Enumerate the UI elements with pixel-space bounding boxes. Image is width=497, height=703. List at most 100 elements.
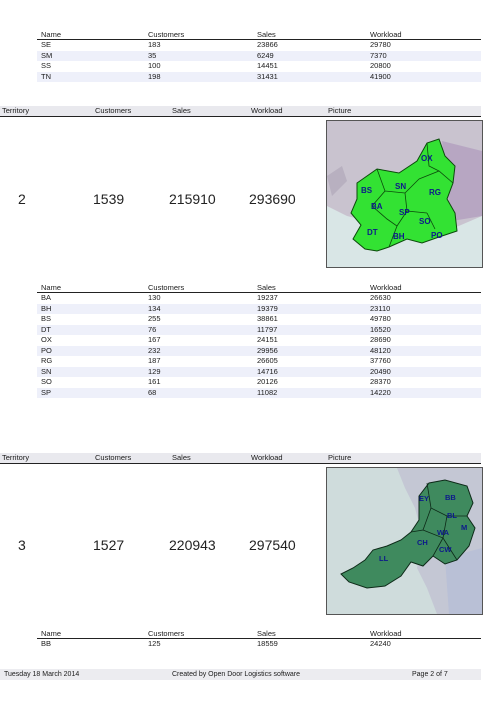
map-land-east xyxy=(445,548,482,614)
cell-workload: 49780 xyxy=(370,314,391,323)
table-row: SS 100 14451 20800 xyxy=(37,61,481,72)
map-label-rg: RG xyxy=(429,188,441,197)
territory-map: EY BB BL M LL CH WA CW xyxy=(326,467,483,615)
cell-sales: 18559 xyxy=(257,639,278,648)
map-label-wa: WA xyxy=(437,528,450,537)
col-customers-header: Customers xyxy=(95,453,132,462)
cell-workload: 28370 xyxy=(370,377,391,386)
map-label-sn: SN xyxy=(395,182,406,191)
cell-customers: 198 xyxy=(148,71,161,81)
territory-borders xyxy=(371,142,454,248)
territory-customers: 1539 xyxy=(93,191,125,207)
cell-sales: 23866 xyxy=(257,40,278,49)
cell-customers: 187 xyxy=(148,356,161,365)
territory-map: OX BS SN RG BA SP SO DT BH PO xyxy=(326,120,483,268)
col-territory-header: Territory xyxy=(2,453,30,462)
cell-workload: 28690 xyxy=(370,335,391,344)
cell-name: BB xyxy=(41,639,52,648)
cell-customers: 134 xyxy=(148,303,161,313)
cell-workload: 41900 xyxy=(370,71,391,81)
cell-customers: 167 xyxy=(148,335,161,344)
col-sales-header: Sales xyxy=(257,30,276,39)
table-row: SP 68 11082 14220 xyxy=(37,387,481,398)
territory-id: 2 xyxy=(18,191,26,207)
cell-customers: 68 xyxy=(148,387,157,397)
cell-customers: 232 xyxy=(148,345,161,355)
cell-name: SE xyxy=(41,40,52,49)
cell-sales: 24151 xyxy=(257,335,278,344)
table-row: BH 134 19379 23110 xyxy=(37,303,481,314)
map-label-sp: SP xyxy=(399,208,410,217)
map-label-m: M xyxy=(461,523,467,532)
table-header: Name Customers Sales Workload xyxy=(37,30,481,40)
cell-sales: 14451 xyxy=(257,61,278,70)
cell-name: PO xyxy=(41,345,52,355)
map-label-cw: CW xyxy=(439,545,452,554)
col-sales-header: Sales xyxy=(172,453,191,462)
col-workload-header: Workload xyxy=(251,106,283,115)
cell-name: BS xyxy=(41,314,52,323)
cell-customers: 100 xyxy=(148,61,161,70)
cell-workload: 20490 xyxy=(370,366,391,376)
map-label-po: PO xyxy=(431,231,443,240)
cell-name: DT xyxy=(41,324,51,334)
cell-name: SP xyxy=(41,387,52,397)
territory-customers: 1527 xyxy=(93,537,125,553)
cell-sales: 14716 xyxy=(257,366,278,376)
col-customers-header: Customers xyxy=(148,30,185,39)
col-name-header: Name xyxy=(41,30,62,39)
territory-borders xyxy=(410,482,467,561)
col-name-header: Name xyxy=(41,283,62,292)
col-picture-header: Picture xyxy=(328,453,352,462)
table-row: BB 125 18559 24240 xyxy=(37,639,481,650)
table-row: SE 183 23866 29780 xyxy=(37,40,481,51)
cell-workload: 26630 xyxy=(370,293,391,302)
cell-name: SN xyxy=(41,366,52,376)
map-label-ba: BA xyxy=(371,202,383,211)
cell-sales: 31431 xyxy=(257,71,278,81)
cell-sales: 19237 xyxy=(257,293,278,302)
cell-customers: 161 xyxy=(148,377,161,386)
col-sales-header: Sales xyxy=(172,106,191,115)
cell-workload: 14220 xyxy=(370,387,391,397)
table-row: SN 129 14716 20490 xyxy=(37,366,481,377)
cell-workload: 48120 xyxy=(370,345,391,355)
col-customers-header: Customers xyxy=(95,106,132,115)
cell-workload: 20800 xyxy=(370,61,391,70)
territory-workload: 293690 xyxy=(249,191,296,207)
cell-workload: 37760 xyxy=(370,356,391,365)
col-workload-header: Workload xyxy=(370,30,402,39)
cell-sales: 38861 xyxy=(257,314,278,323)
table-row: PO 232 29956 48120 xyxy=(37,345,481,356)
cell-customers: 35 xyxy=(148,50,157,60)
territory-map-image: EY BB BL M LL CH WA CW xyxy=(327,468,482,614)
territory-header: Territory Customers Sales Workload Pictu… xyxy=(0,453,481,464)
cell-sales: 26605 xyxy=(257,356,278,365)
cell-customers: 255 xyxy=(148,314,161,323)
cell-name: SO xyxy=(41,377,52,386)
footer-credit: Created by Open Door Logistics software xyxy=(172,671,301,678)
cell-name: BH xyxy=(41,303,52,313)
cell-customers: 130 xyxy=(148,293,161,302)
map-label-bs: BS xyxy=(361,186,373,195)
table-row: BS 255 38861 49780 xyxy=(37,314,481,325)
col-name-header: Name xyxy=(41,629,62,638)
footer-date: Tuesday 18 March 2014 xyxy=(4,671,80,678)
page-footer: Tuesday 18 March 2014 Created by Open Do… xyxy=(0,669,481,680)
map-label-so: SO xyxy=(419,217,431,226)
map-label-ll: LL xyxy=(379,554,389,563)
cell-workload: 16520 xyxy=(370,324,391,334)
territory-id: 3 xyxy=(18,537,26,553)
table-row: OX 167 24151 28690 xyxy=(37,335,481,346)
cell-customers: 129 xyxy=(148,366,161,376)
table-row: DT 76 11797 16520 xyxy=(37,324,481,335)
table-row: TN 198 31431 41900 xyxy=(37,71,481,82)
cell-sales: 6249 xyxy=(257,50,274,60)
territory-header: Territory Customers Sales Workload Pictu… xyxy=(0,106,481,117)
territory-sales: 215910 xyxy=(169,191,216,207)
table-header: Name Customers Sales Workload xyxy=(37,629,481,639)
col-picture-header: Picture xyxy=(328,106,352,115)
territory-map-image: OX BS SN RG BA SP SO DT BH PO xyxy=(327,121,482,267)
territory-sales: 220943 xyxy=(169,537,216,553)
cell-customers: 183 xyxy=(148,40,161,49)
